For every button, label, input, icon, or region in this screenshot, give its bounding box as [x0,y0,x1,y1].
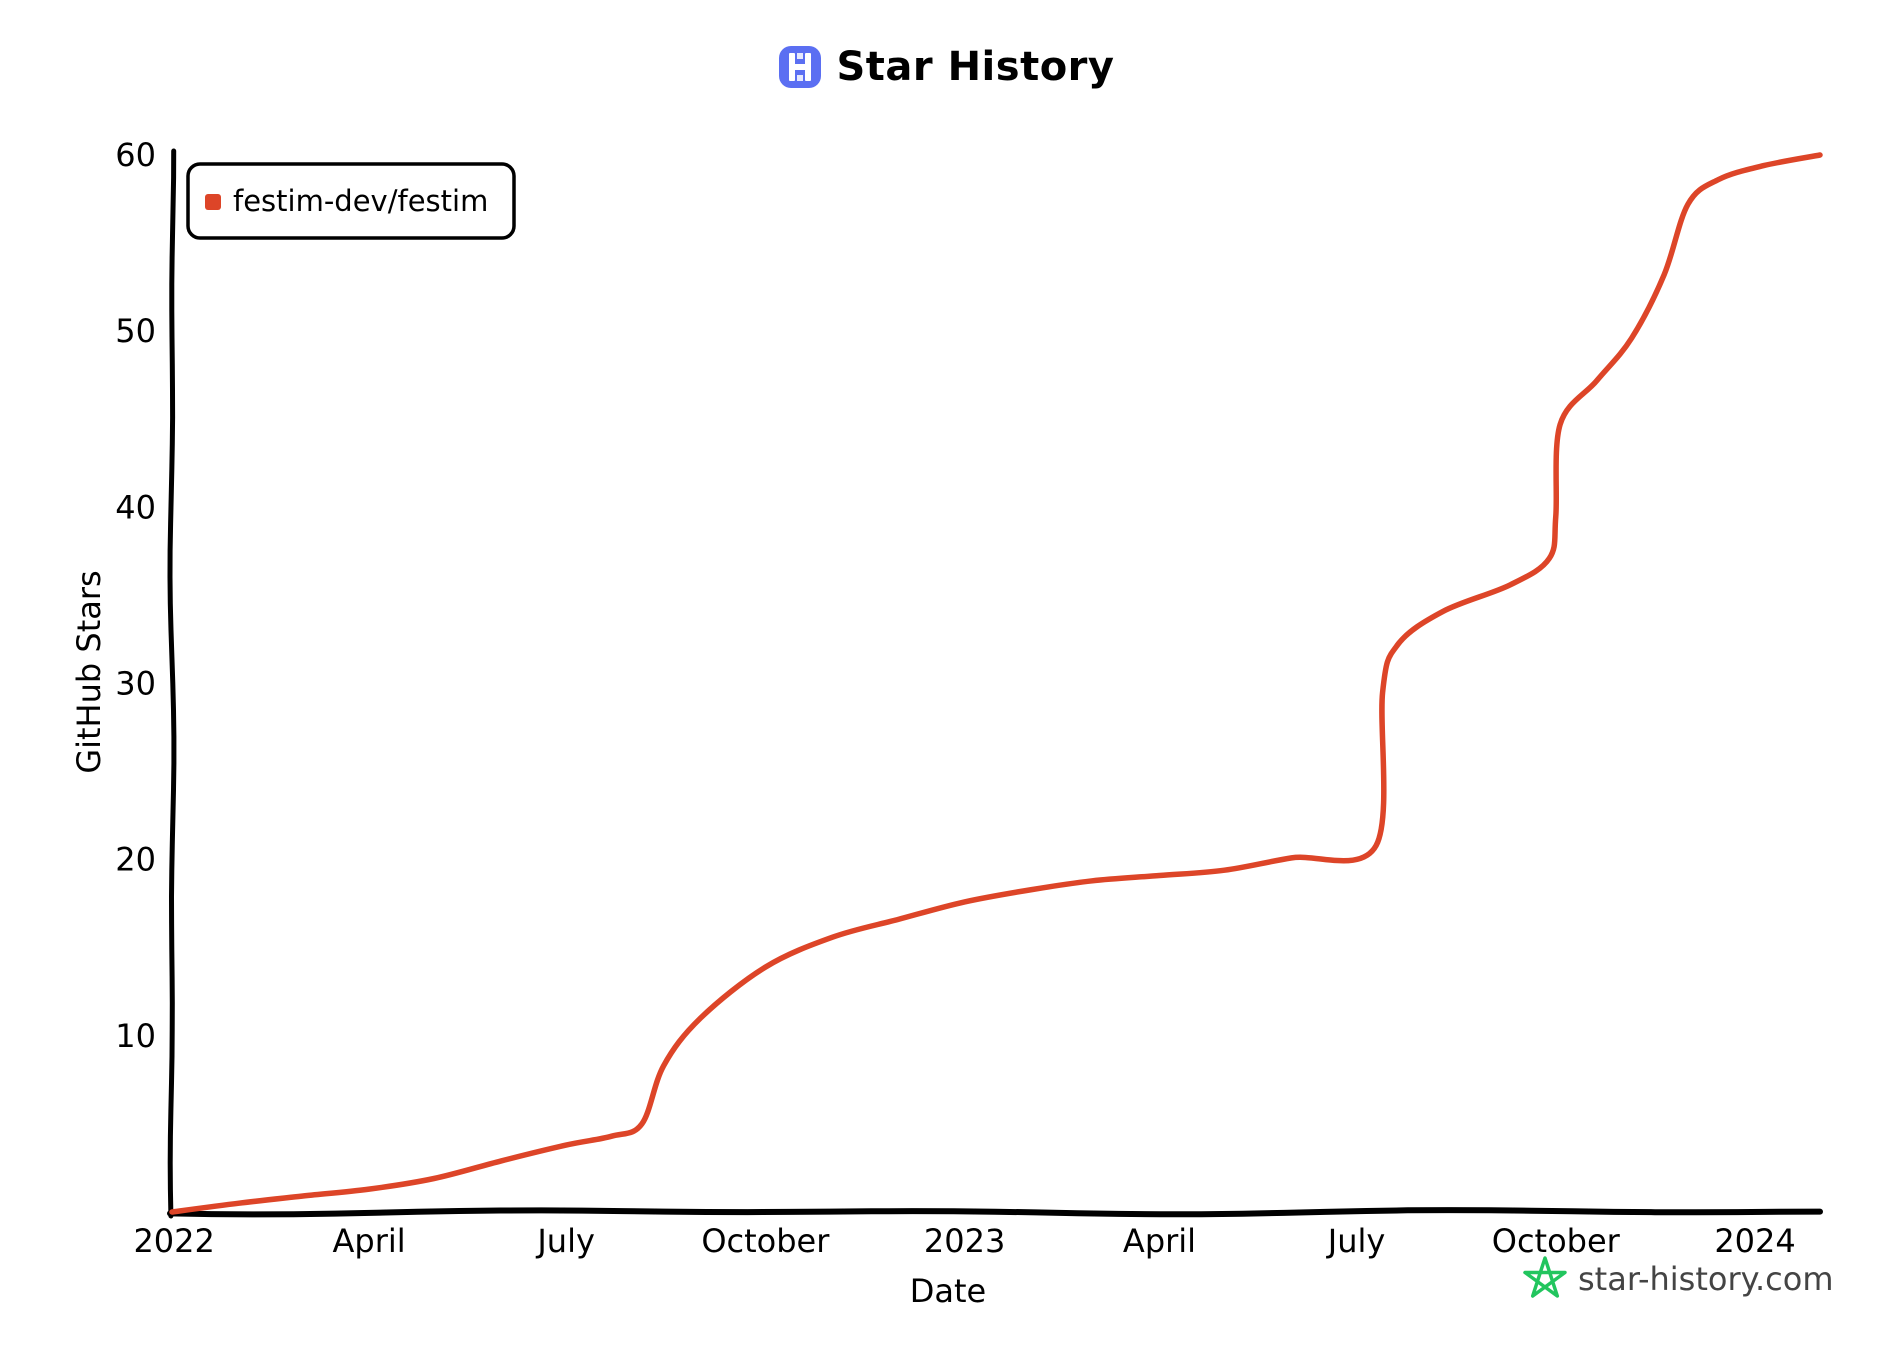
series-group [169,152,1823,1215]
legend-swatch [205,194,221,210]
x-tick-label: April [332,1222,405,1260]
y-axis-title: GitHub Stars [70,570,108,773]
legend-label: festim-dev/festim [233,184,488,218]
legend[interactable]: festim-dev/festim [186,162,516,240]
x-axis-title: Date [910,1272,986,1310]
chart-title: Star History [836,44,1115,90]
x-tick-label: July [535,1222,595,1260]
legend-box [186,162,516,240]
star-history-logo-icon [778,46,821,88]
x-tick-label: April [1123,1222,1196,1260]
y-tick-label: 40 [115,488,156,526]
chart-header: Star History [0,44,1891,94]
x-tick-label: 2022 [133,1222,214,1260]
series-line[interactable] [169,152,1823,1215]
x-axis-line [167,1207,1823,1218]
y-axis-line [167,148,177,1219]
y-tick-label: 60 [115,136,156,174]
x-tick-label: October [701,1222,830,1260]
watermark-text: star-history.com [1578,1260,1834,1298]
star-outline-shape [1523,1256,1567,1298]
y-axis: 10 20 30 40 50 60 [115,136,177,1219]
star-outline-icon [1523,1256,1567,1298]
x-tick-label: 2023 [924,1222,1005,1260]
x-tick-label: October [1492,1222,1621,1260]
y-tick-label: 10 [115,1017,156,1055]
x-axis: 2022 April July October 2023 April July October… [133,1207,1823,1260]
x-tick-label: July [1326,1222,1386,1260]
y-tick-label: 30 [115,665,156,703]
x-tick-label: 2024 [1714,1222,1795,1260]
watermark[interactable]: star-history.com [1523,1256,1834,1298]
y-tick-label: 20 [115,841,156,879]
y-tick-label: 50 [115,312,156,350]
